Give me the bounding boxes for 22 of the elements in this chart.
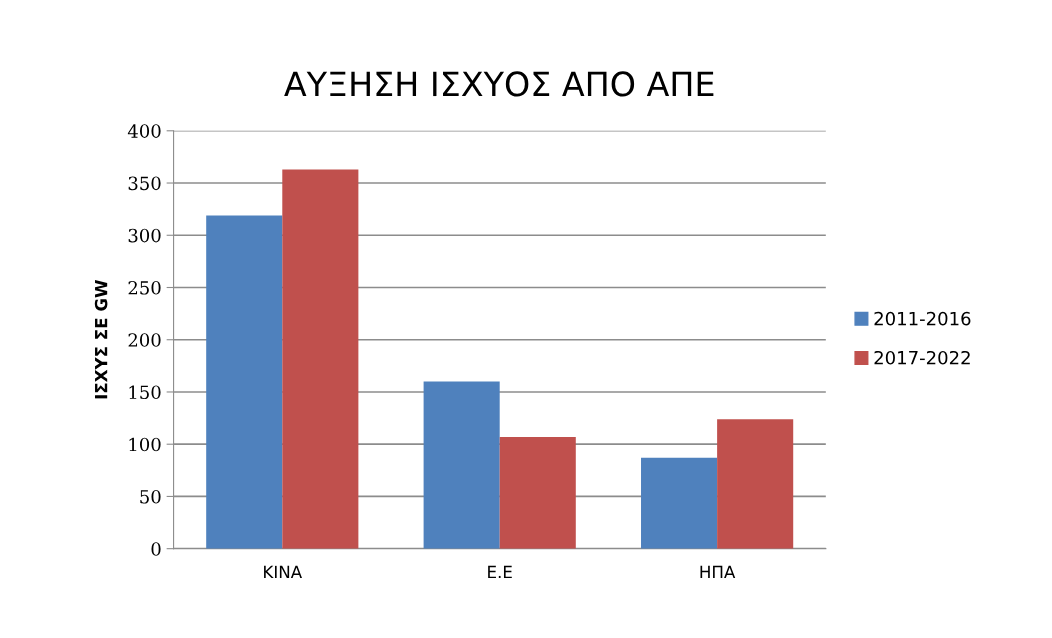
bar	[282, 169, 359, 549]
bar	[423, 381, 500, 549]
y-tick-label: 100	[129, 437, 161, 452]
bar	[641, 457, 718, 549]
legend-label: 2017-2022	[874, 350, 970, 365]
x-tick-label: ΚΙΝΑ	[264, 565, 302, 579]
y-tick-label: 200	[128, 333, 161, 347]
bar	[717, 419, 794, 549]
y-tick-label: 300	[128, 228, 161, 243]
y-tick-label: 0	[151, 542, 161, 556]
y-tick-label: 250	[128, 280, 161, 295]
x-tick-label: ΗΠΑ	[700, 565, 736, 579]
legend-label: 2011-2016	[874, 311, 971, 326]
y-tick-label: 350	[128, 176, 161, 191]
x-tick-label: Ε.Ε	[488, 565, 512, 579]
chart-title: ΑΥΞΗΣΗ ΙΣΧΥΟΣ ΑΠΟ ΑΠΕ	[284, 71, 714, 97]
bar	[499, 436, 576, 549]
y-tick-label: 400	[127, 124, 161, 138]
y-tick-label: 50	[140, 489, 161, 504]
y-axis-title: ΙΣΧΥΣ ΣΕ GW	[94, 280, 108, 399]
y-tick-label: 150	[129, 385, 161, 400]
bar	[206, 215, 283, 549]
